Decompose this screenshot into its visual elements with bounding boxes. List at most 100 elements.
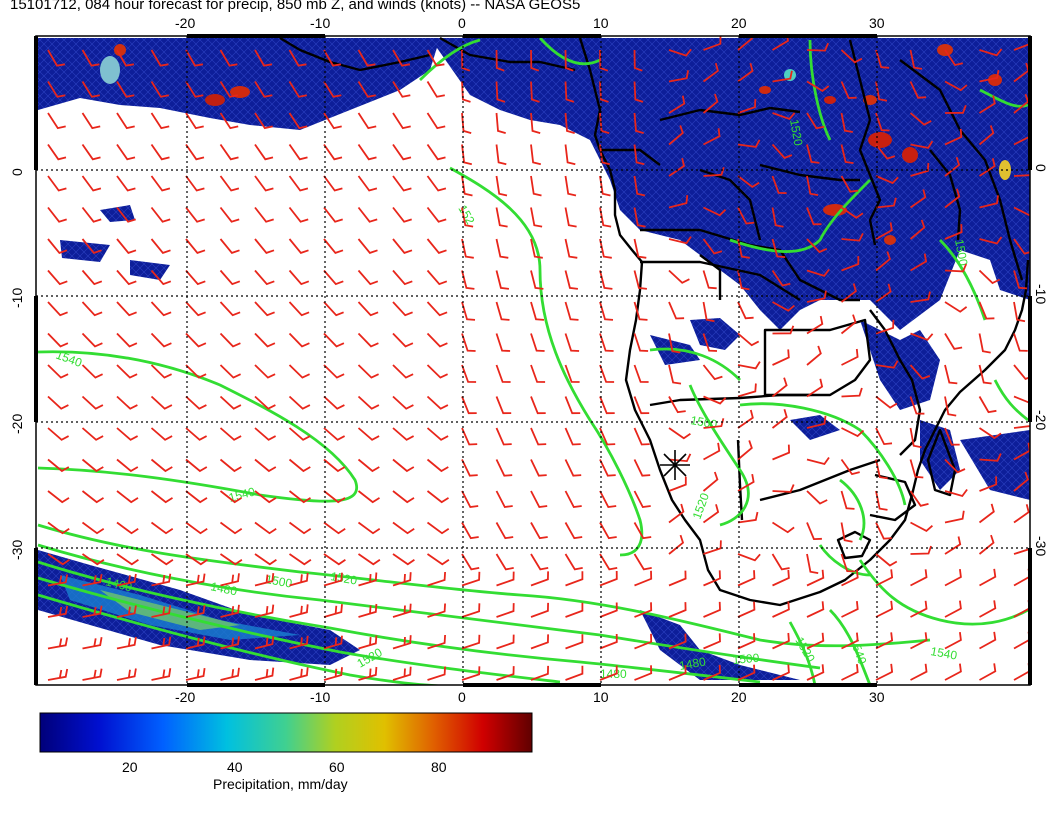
wind-barb	[910, 569, 928, 587]
wind-barb	[703, 664, 721, 681]
wind-barb	[668, 570, 687, 587]
wind-barb	[599, 207, 612, 228]
wind-barb	[599, 144, 611, 166]
wind-barb	[633, 49, 643, 72]
wind-barb	[806, 80, 830, 92]
wind-barb	[668, 194, 689, 209]
wind-barb	[772, 601, 790, 618]
wind-barb	[116, 301, 137, 317]
wind-barb	[81, 553, 105, 566]
wind-barb	[323, 553, 346, 566]
wind-barb	[357, 332, 379, 348]
wind-barb	[771, 207, 784, 228]
wind-barb	[150, 395, 173, 410]
wind-barb	[323, 521, 346, 535]
wind-barb	[254, 175, 274, 192]
wind-barb	[323, 269, 344, 286]
wind-barb	[392, 238, 413, 254]
wind-barb	[771, 270, 791, 287]
wind-barb	[875, 175, 899, 185]
wind-barb	[357, 301, 379, 317]
wind-barb	[116, 553, 139, 566]
wind-barb	[979, 631, 997, 650]
wind-barb	[219, 301, 241, 317]
wind-barb	[564, 522, 583, 540]
wind-barb	[737, 633, 756, 650]
wind-barb	[944, 104, 967, 114]
lon-tick-label: 20	[731, 689, 747, 705]
wind-barb	[495, 301, 510, 321]
wind-barb	[599, 459, 616, 477]
wind-barb	[530, 364, 546, 383]
lat-labels-right: 0 -10 -20 -30	[1033, 164, 1049, 556]
wind-barb	[357, 427, 380, 441]
wind-barb	[323, 490, 346, 504]
wind-barb	[564, 49, 574, 72]
wind-barb	[564, 490, 582, 508]
wind-barb	[944, 49, 964, 67]
lat-lon-grid	[36, 36, 1030, 685]
wind-barb	[1013, 395, 1030, 404]
wind-barb	[806, 553, 819, 574]
wind-barb	[668, 503, 685, 524]
wind-barb	[288, 364, 310, 379]
wind-barb	[323, 238, 344, 254]
wind-barb	[288, 112, 308, 130]
wind-barb	[944, 301, 968, 313]
wind-barb	[944, 224, 963, 240]
wind-barb	[530, 81, 540, 103]
wind-barb	[47, 364, 69, 379]
wind-barb	[910, 545, 932, 555]
wind-barb	[323, 604, 343, 618]
wind-barb	[323, 635, 343, 650]
wind-barb	[875, 197, 897, 209]
wind-barb	[47, 668, 69, 681]
wind-barb	[875, 283, 892, 303]
wind-barb	[150, 332, 172, 348]
wind-barb	[668, 396, 686, 414]
wind-barb	[185, 175, 205, 192]
wind-barb	[1013, 425, 1030, 429]
wind-barb	[634, 633, 653, 650]
wind-barb	[392, 143, 412, 161]
wind-barb	[81, 521, 105, 535]
wind-barb	[47, 395, 69, 410]
wind-barb	[841, 427, 865, 438]
wind-barb	[495, 207, 508, 228]
wind-barb	[288, 49, 307, 67]
colorbar-tick: 60	[329, 759, 345, 775]
wind-barb	[116, 395, 138, 410]
wind-barb	[772, 664, 790, 681]
wind-barb	[392, 81, 411, 98]
wind-barb	[47, 269, 68, 286]
wind-barb	[978, 301, 995, 320]
wind-barb	[495, 459, 513, 477]
wind-barb	[1013, 270, 1028, 290]
wind-barb	[254, 238, 275, 254]
wind-barb	[633, 207, 646, 228]
wind-barb	[426, 49, 445, 67]
lon-tick-label: 0	[458, 15, 466, 31]
lon-tick-label: 30	[869, 689, 885, 705]
wind-barb	[840, 522, 853, 543]
wind-barb	[461, 634, 481, 650]
wind-barb	[875, 459, 888, 480]
wind-barb	[116, 175, 136, 192]
wind-barb	[910, 140, 934, 149]
wind-barb	[944, 188, 961, 209]
wind-barb	[633, 459, 651, 477]
wind-barb	[702, 62, 719, 83]
wind-barb	[806, 415, 827, 429]
wind-barb	[840, 206, 864, 219]
wind-barb	[323, 427, 346, 441]
wind-barb	[599, 301, 614, 321]
wind-barb	[599, 364, 615, 383]
wind-barb	[702, 238, 723, 255]
wind-barb	[392, 603, 412, 618]
wind-barb	[47, 553, 70, 566]
wind-barb	[185, 332, 207, 348]
wind-barb	[875, 251, 891, 272]
wind-barb	[495, 490, 513, 508]
wind-barb	[357, 112, 377, 130]
wind-barb	[668, 476, 687, 492]
